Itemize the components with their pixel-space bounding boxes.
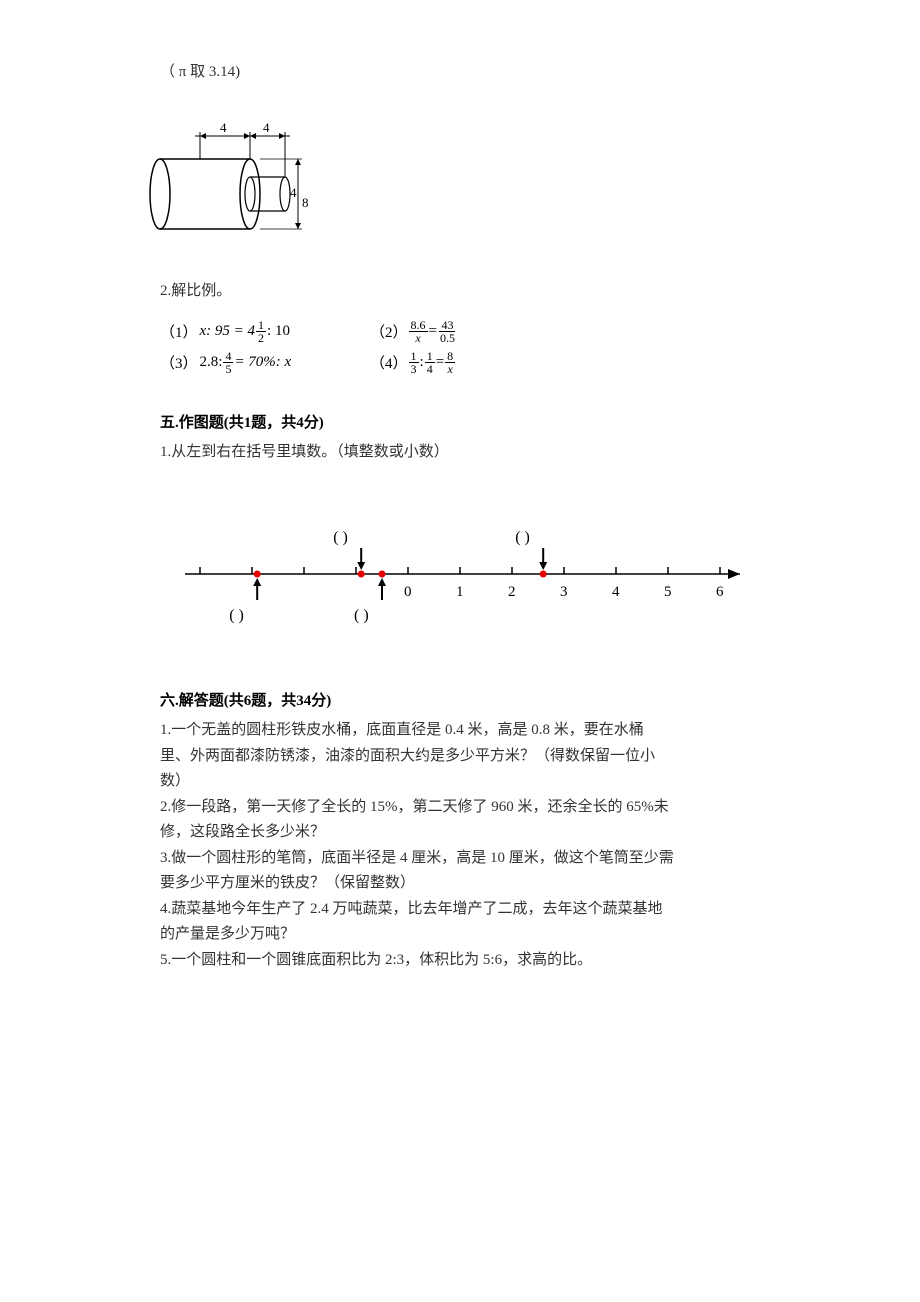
dim-4-right: 4 [263,120,270,135]
dim-8: 8 [302,195,309,210]
q6-4-l1: 4.蔬菜基地今年生产了 2.4 万吨蔬菜，比去年增产了二成，去年这个蔬菜基地 [160,897,760,923]
svg-text:( ): ( ) [333,529,348,546]
svg-text:5: 5 [664,584,672,600]
svg-text:2: 2 [508,584,516,600]
eq1-frac-den: 2 [256,332,266,344]
svg-text:( ): ( ) [354,607,369,624]
pi-note: （ π 取 3.14) [160,60,760,84]
q6-3-l1: 3.做一个圆柱形的笔筒，底面半径是 4 厘米，高是 10 厘米，做这个笔筒至少需 [160,846,760,872]
eq2-label: （2） [370,321,408,342]
section6-title: 六.解答题(共6题，共34分) [160,689,760,710]
eq4-f3-den: x [445,363,454,375]
eq4: （4） 1 3 : 1 4 = 8 x [370,350,456,375]
q6-5-l1: 5.一个圆柱和一个圆锥底面积比为 2:3，体积比为 5:6，求高的比。 [160,948,760,974]
q6-1-l3: 数） [160,769,760,795]
eq3-prefix: 2.8: [200,354,223,371]
svg-text:6: 6 [716,584,724,600]
svg-text:0: 0 [404,584,412,600]
eq2-f2: 43 0.5 [438,319,457,344]
eq1-prefix: x: 95 = 4 [200,323,256,340]
equation-block: （1） x: 95 = 4 1 2 : 10 （2） 8.6 x = 43 0.… [160,319,760,375]
eq1-label: （1） [160,321,198,342]
eq3-suffix: = 70%: x [234,354,291,371]
eq2-f1-den: x [413,332,422,344]
eq-row-1: （1） x: 95 = 4 1 2 : 10 （2） 8.6 x = 43 0.… [160,319,760,344]
section6-questions: 1.一个无盖的圆柱形铁皮水桶，底面直径是 0.4 米，高是 0.8 米，要在水桶… [160,718,760,973]
eq4-label: （4） [370,352,408,373]
eq3-label: （3） [160,352,198,373]
document-page: （ π 取 3.14) 4 4 [0,0,920,1013]
q6-1-l2: 里、外两面都漆防锈漆，油漆的面积大约是多少平方米？（得数保留一位小 [160,744,760,770]
eq4-f2-den: 4 [425,363,435,375]
eq3-f1-den: 5 [223,363,233,375]
eq-row-2: （3） 2.8: 4 5 = 70%: x （4） 1 3 : 1 4 [160,350,760,375]
eq1-frac: 1 2 [256,319,266,344]
q6-2-l1: 2.修一段路，第一天修了全长的 15%，第二天修了 960 米，还余全长的 65… [160,795,760,821]
eq3: （3） 2.8: 4 5 = 70%: x [160,350,370,375]
eq4-f3: 8 x [445,350,455,375]
eq4-eq: = [436,354,444,371]
svg-text:( ): ( ) [229,607,244,624]
svg-text:4: 4 [612,584,620,600]
eq2-f2-den: 0.5 [438,332,457,344]
dim-4-left: 4 [220,120,227,135]
section5-title: 五.作图题(共1题，共4分) [160,411,760,432]
section5-q1: 1.从左到右在括号里填数。（填整数或小数） [160,440,760,464]
eq2-mid: = [429,323,437,340]
eq4-f1: 1 3 [409,350,419,375]
svg-text:( ): ( ) [515,529,530,546]
q6-2-l2: 修，这段路全长多少米？ [160,820,760,846]
numberline-figure: 0 1 2 3 4 5 6 ( ) ( ) ( ) ( ) [150,494,770,659]
eq1: （1） x: 95 = 4 1 2 : 10 [160,319,370,344]
svg-text:3: 3 [560,584,568,600]
eq4-colon1: : [420,354,424,371]
eq2-f1: 8.6 x [409,319,428,344]
q2-title: 2.解比例。 [160,279,760,303]
q6-3-l2: 要多少平方厘米的铁皮？（保留整数） [160,871,760,897]
q6-1-l1: 1.一个无盖的圆柱形铁皮水桶，底面直径是 0.4 米，高是 0.8 米，要在水桶 [160,718,760,744]
numberline-svg: 0 1 2 3 4 5 6 ( ) ( ) ( ) ( ) [160,494,760,654]
eq3-f1: 4 5 [223,350,233,375]
svg-text:1: 1 [456,584,464,600]
eq2: （2） 8.6 x = 43 0.5 [370,319,458,344]
q6-4-l2: 的产量是多少万吨？ [160,922,760,948]
dim-4-h: 4 [290,185,297,200]
eq1-suffix: : 10 [267,323,290,340]
eq4-f1-den: 3 [409,363,419,375]
eq4-f2: 1 4 [425,350,435,375]
cylinder-svg: 4 4 8 4 [130,114,310,254]
cylinder-figure: 4 4 8 4 [130,114,760,259]
